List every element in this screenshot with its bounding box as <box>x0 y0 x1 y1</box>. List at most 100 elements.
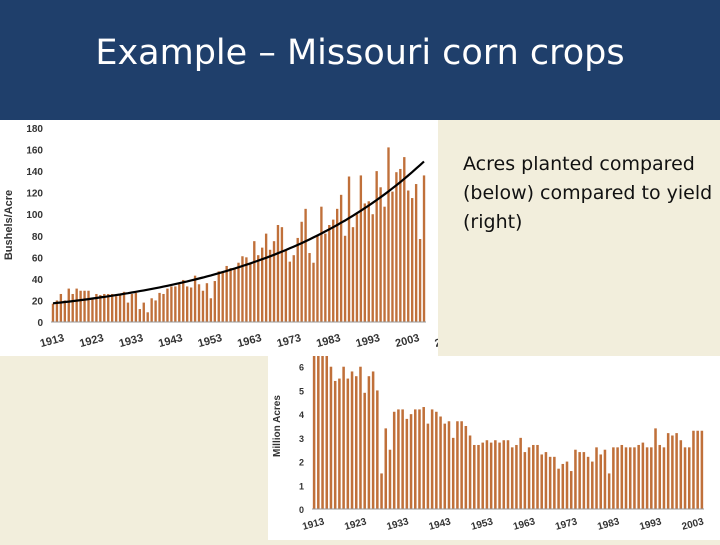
bar <box>624 447 628 509</box>
bar <box>641 442 645 509</box>
bar <box>582 452 586 509</box>
bar <box>166 288 169 322</box>
bar <box>261 247 264 322</box>
bar <box>628 447 632 509</box>
x-tick-label: 1983 <box>315 332 342 350</box>
bar <box>591 461 594 509</box>
bar <box>134 292 138 322</box>
bar <box>557 468 560 509</box>
bar <box>395 172 398 322</box>
bar <box>553 456 556 509</box>
y-tick-label: 180 <box>26 124 43 135</box>
bar <box>426 423 430 509</box>
bar <box>343 235 347 322</box>
y-tick-label: 40 <box>32 275 44 286</box>
bar <box>257 255 260 322</box>
title-bar: Example – Missouri corn crops <box>0 0 720 120</box>
bar <box>205 283 209 322</box>
bar <box>233 268 236 322</box>
bar <box>138 309 141 322</box>
bar <box>67 288 70 322</box>
bar <box>317 343 320 509</box>
bar <box>392 411 396 509</box>
bar <box>435 411 438 509</box>
bar <box>675 433 678 509</box>
x-tick-label: 1943 <box>157 332 184 350</box>
bar <box>284 250 288 322</box>
bar <box>411 198 414 322</box>
bar <box>603 449 607 509</box>
bar <box>229 268 232 322</box>
bar <box>346 378 350 509</box>
bar <box>221 272 224 322</box>
y-axis-label: Bushels/Acre <box>3 190 15 260</box>
y-tick-label: 0 <box>37 318 43 329</box>
bar <box>122 291 126 322</box>
bar <box>388 449 392 509</box>
y-tick-label: 0 <box>299 505 304 515</box>
bar <box>324 233 327 322</box>
bar <box>363 392 366 509</box>
bar <box>620 444 624 509</box>
bar <box>540 454 543 509</box>
bar <box>477 444 480 509</box>
bar <box>662 447 666 509</box>
x-tick-label: 2003 <box>681 516 706 532</box>
bar <box>118 293 122 322</box>
bar <box>399 168 402 322</box>
bar <box>654 428 657 509</box>
bar <box>586 456 590 509</box>
y-tick-label: 5 <box>299 386 304 396</box>
trend-line <box>52 160 425 305</box>
bar <box>363 203 366 322</box>
bar <box>162 293 165 322</box>
bar <box>197 284 201 322</box>
x-tick-label: 1963 <box>512 516 537 532</box>
bar <box>158 292 161 322</box>
bar <box>328 225 331 322</box>
bar <box>447 421 451 509</box>
bar <box>401 409 404 509</box>
slide-caption: Acres planted compared (below) compared … <box>463 153 713 233</box>
bar <box>451 437 455 509</box>
x-tick-label: 1993 <box>355 332 382 350</box>
bar <box>599 454 602 509</box>
bar <box>384 428 388 509</box>
bar <box>443 423 447 509</box>
bar <box>371 214 374 322</box>
bar <box>321 343 324 509</box>
bar <box>578 452 581 509</box>
x-tick-label: 1993 <box>638 516 663 532</box>
acres-chart-svg: 0 1 2 3 4 5 6 1913 1923 1933 1943 1953 1963 1973 1983 1… <box>272 343 706 533</box>
y-tick-label: 2 <box>299 458 304 468</box>
bar <box>485 440 489 509</box>
bar <box>468 435 472 509</box>
bar <box>217 271 220 322</box>
yield-chart-svg: 0 20 40 60 80 100 120 140 160 180 1913 1923 1933 1943… <box>3 124 460 350</box>
bar <box>280 227 284 322</box>
x-tick-label: 1913 <box>301 516 326 532</box>
bar <box>439 416 442 509</box>
bar <box>213 281 216 322</box>
bar <box>130 293 134 322</box>
bar <box>350 371 354 509</box>
bar <box>75 288 78 322</box>
bar <box>312 262 315 322</box>
bar <box>154 300 157 322</box>
bar <box>375 171 378 322</box>
bar <box>473 444 476 509</box>
bar <box>114 296 118 322</box>
bar <box>339 194 343 322</box>
x-tick-label: 1933 <box>386 516 411 532</box>
bar <box>510 447 514 509</box>
bar <box>99 295 102 322</box>
x-tick-label: 1973 <box>276 332 303 350</box>
bar <box>616 447 619 509</box>
bar <box>561 463 565 509</box>
bar <box>225 265 228 322</box>
y-tick-label: 60 <box>32 253 44 264</box>
bar <box>380 473 383 509</box>
y-tick-label: 4 <box>299 410 304 420</box>
bar <box>679 440 683 509</box>
bar <box>456 421 459 509</box>
